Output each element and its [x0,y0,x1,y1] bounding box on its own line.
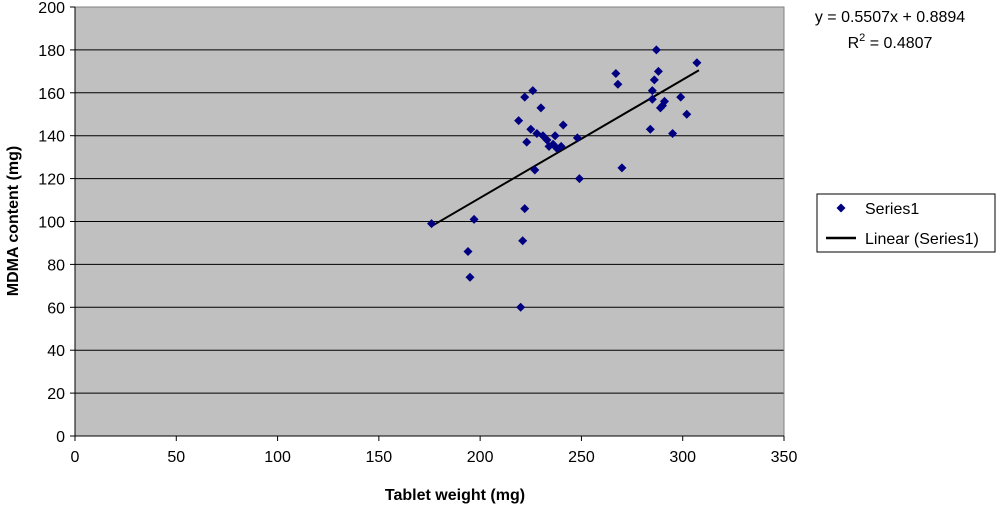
y-tick-label-0: 0 [56,429,65,446]
data-point-40 [692,58,702,68]
data-point-1 [463,247,473,257]
data-points [427,45,702,312]
data-point-32 [651,45,661,55]
data-point-38 [676,92,686,102]
y-tick-labels: 0 20 40 60 80 100 120 140 160 180 200 [38,0,65,446]
data-point-23 [572,133,582,143]
x-tick-label-250: 250 [568,449,595,466]
data-point-29 [647,94,657,104]
y-tick-label-40: 40 [47,343,65,360]
data-point-25 [611,68,621,78]
data-point-24 [574,174,584,184]
data-point-26 [613,79,623,89]
data-point-22 [558,120,568,130]
data-point-19 [550,131,560,141]
x-tick-labels: 0 50 100 150 200 250 300 350 [71,449,798,466]
x-tick-label-350: 350 [771,449,798,466]
y-tick-label-100: 100 [38,215,65,232]
data-point-4 [514,116,524,126]
trendline-annotation: y = 0.5507x + 0.8894 R2 = 0.4807 [815,9,965,52]
legend-marker-series1 [836,203,846,213]
legend-label-series1: Series1 [865,201,919,218]
y-tick-label-160: 160 [38,86,65,103]
y-tick-label-140: 140 [38,129,65,146]
legend-diamond [836,203,846,213]
data-point-6 [518,236,528,246]
y-tick-label-180: 180 [38,43,65,60]
y-tick-label-20: 20 [47,386,65,403]
data-point-39 [682,109,692,119]
y-tick-label-200: 200 [38,0,65,17]
data-point-7 [520,92,530,102]
x-tick-label-200: 200 [467,449,494,466]
x-tick-label-50: 50 [167,449,185,466]
data-point-27 [617,163,627,173]
data-point-3 [469,214,479,224]
data-point-31 [649,75,659,85]
trendline-group [431,69,700,228]
x-tick-label-0: 0 [71,449,80,466]
data-point-12 [530,165,540,175]
r-squared-label: R2 = 0.4807 [848,32,933,52]
x-tick-label-300: 300 [669,449,696,466]
axes [70,6,785,441]
x-tick-label-100: 100 [264,449,291,466]
legend-box [816,193,996,253]
data-point-8 [520,204,530,214]
data-point-10 [526,124,536,134]
data-point-28 [645,124,655,134]
gridlines [75,49,784,394]
y-tick-label-80: 80 [47,257,65,274]
data-point-9 [522,137,532,147]
r-squared-value: = 0.4807 [865,35,932,52]
r-squared-superscript: 2 [859,32,865,44]
data-point-2 [465,272,475,282]
data-point-36 [659,96,669,106]
x-axis-title: Tablet weight (mg) [385,487,525,504]
r-squared-prefix: R [848,35,860,52]
legend-label-trendline: Linear (Series1) [865,231,979,248]
data-point-11 [528,86,538,96]
legend: Series1 Linear (Series1) [816,193,996,253]
data-point-5 [516,302,526,312]
data-point-14 [536,103,546,113]
data-point-37 [668,129,678,139]
data-point-21 [556,141,566,151]
trendline-equation: y = 0.5507x + 0.8894 [815,9,965,26]
y-axis-title: MDMA content (mg) [5,146,22,297]
data-point-0 [427,219,437,229]
data-point-33 [653,66,663,76]
y-tick-label-60: 60 [47,300,65,317]
trendline [431,69,700,228]
y-tick-label-120: 120 [38,172,65,189]
x-tick-label-150: 150 [366,449,393,466]
data-point-30 [647,86,657,96]
